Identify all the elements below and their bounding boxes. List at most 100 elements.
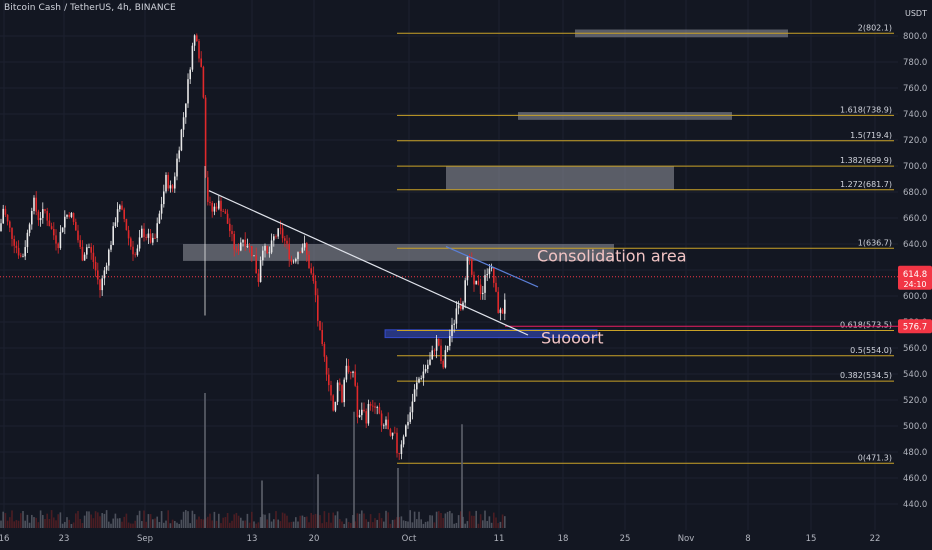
candle-body xyxy=(99,279,101,291)
price-axis[interactable]: 440.0460.0480.0500.0520.0540.0560.0580.0… xyxy=(898,0,932,550)
candle-body xyxy=(121,205,123,210)
volume-bar xyxy=(6,520,9,528)
volume-bar xyxy=(57,514,59,528)
candle-body xyxy=(233,233,235,250)
volume-bar xyxy=(125,513,128,528)
candle-body xyxy=(405,425,407,437)
volume-bar xyxy=(275,511,277,528)
y-tick-label: 800.0 xyxy=(903,32,927,42)
volume-bar xyxy=(499,521,502,528)
candle-body xyxy=(171,185,174,189)
volume-bar xyxy=(97,512,99,528)
candle-body xyxy=(301,247,304,253)
candle-body xyxy=(471,258,473,275)
level-price-value: 576.7 xyxy=(903,322,927,332)
volume-bar xyxy=(303,516,306,528)
target-zone-mid xyxy=(518,112,732,120)
volume-bar xyxy=(266,519,268,528)
volume-bar xyxy=(156,516,158,528)
candle-body xyxy=(59,231,62,249)
candle-body xyxy=(429,359,431,365)
candle-body xyxy=(473,274,475,285)
candle-body xyxy=(242,239,244,243)
candle-body xyxy=(156,223,158,238)
volume-bar xyxy=(464,523,466,528)
candle-body xyxy=(165,174,167,192)
target-zone-low xyxy=(446,166,674,190)
volume-bar xyxy=(207,516,209,528)
candle-body xyxy=(259,260,262,282)
volume-bar xyxy=(383,521,385,528)
volume-bar xyxy=(88,511,90,528)
x-tick-label: 8 xyxy=(745,534,750,544)
y-tick-label: 740.0 xyxy=(903,110,927,120)
candle-body xyxy=(286,240,288,244)
candle-body xyxy=(180,129,183,151)
time-axis[interactable]: 16 23 Sep 13 20 Oct 11 18 25 Nov 8 15 22 xyxy=(0,530,932,550)
volume-bar xyxy=(248,522,251,528)
candle-body xyxy=(22,256,24,258)
candle-body xyxy=(444,350,447,368)
volume-bar xyxy=(231,520,233,528)
volume-bar xyxy=(473,515,475,528)
volume-bar xyxy=(123,516,125,528)
candle-body xyxy=(202,66,205,98)
candle-body xyxy=(154,237,156,239)
candle-body xyxy=(97,270,99,280)
candle-body xyxy=(400,444,403,455)
candle-body xyxy=(416,382,418,390)
candle-body xyxy=(163,191,165,205)
candle-body xyxy=(196,35,198,42)
candle-body xyxy=(213,206,216,212)
volume-bar xyxy=(466,521,469,528)
volume-spike xyxy=(461,424,463,528)
candle-body xyxy=(193,35,196,46)
y-tick-label: 480.0 xyxy=(903,448,927,458)
volume-bar xyxy=(226,512,229,528)
volume-bar xyxy=(244,520,246,528)
volume-bar xyxy=(325,522,328,528)
candle-body xyxy=(312,273,315,282)
volume-bar xyxy=(462,516,464,528)
volume-bar xyxy=(299,515,301,528)
volume-bar xyxy=(92,518,95,528)
volume-bar xyxy=(497,523,499,528)
x-tick-label: 13 xyxy=(247,534,258,544)
volume-bar xyxy=(255,523,257,528)
candle-body xyxy=(246,246,249,247)
candle-body xyxy=(108,249,110,266)
volume-bar xyxy=(242,520,244,528)
candle-body xyxy=(398,453,400,455)
candle-body xyxy=(442,361,444,368)
fib-label: 1.5(719.4) xyxy=(850,131,892,140)
candle-body xyxy=(229,223,231,232)
candle-body xyxy=(15,245,18,248)
volume-bar xyxy=(136,515,139,528)
volume-spike xyxy=(397,468,399,528)
candle-body xyxy=(477,280,480,285)
fib-label: 2(802.1) xyxy=(858,23,892,32)
candle-body xyxy=(105,265,108,271)
candle-body xyxy=(350,372,352,373)
volume-bar xyxy=(4,513,7,528)
volume-bar xyxy=(251,511,253,528)
candle-body xyxy=(457,305,460,309)
candle-body xyxy=(363,409,365,412)
candle-body xyxy=(20,255,22,257)
candle-body xyxy=(123,209,125,220)
candle-body xyxy=(317,295,319,321)
volume-bar xyxy=(387,512,389,528)
volume-bar xyxy=(152,519,154,528)
volume-bar xyxy=(424,521,427,528)
symbol-title: Bitcoin Cash / TetherUS, 4h, BINANCE xyxy=(4,3,176,13)
volume-bar xyxy=(116,518,119,528)
volume-bar xyxy=(70,523,73,528)
volume-bar xyxy=(178,523,180,528)
volume-bar xyxy=(394,519,396,528)
volume-bar xyxy=(281,512,284,528)
candle-body xyxy=(198,41,200,59)
candle-body xyxy=(176,158,178,177)
x-tick-label: 25 xyxy=(620,534,631,544)
candle-body xyxy=(396,432,398,454)
